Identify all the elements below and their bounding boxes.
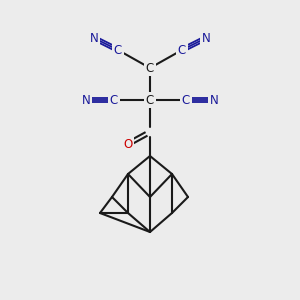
Text: C: C — [146, 61, 154, 74]
Text: C: C — [178, 44, 186, 56]
Text: C: C — [146, 94, 154, 106]
Text: N: N — [82, 94, 90, 106]
Text: C: C — [114, 44, 122, 56]
Text: C: C — [110, 94, 118, 106]
Text: N: N — [90, 32, 98, 44]
Text: C: C — [182, 94, 190, 106]
Text: N: N — [202, 32, 210, 44]
Text: N: N — [210, 94, 218, 106]
Text: O: O — [123, 137, 133, 151]
